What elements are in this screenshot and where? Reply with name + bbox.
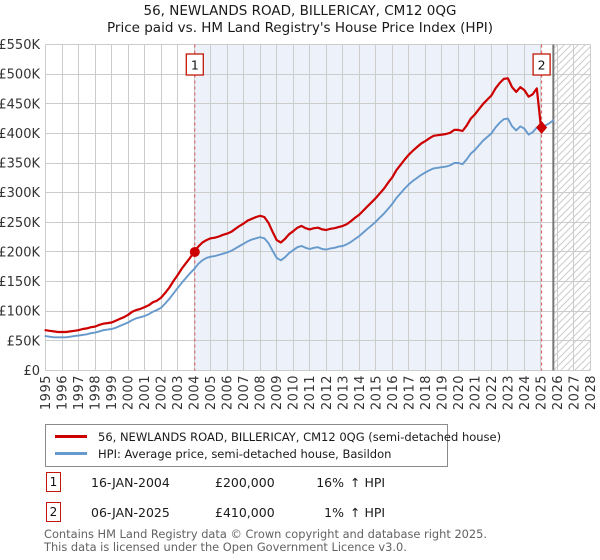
hpi-series-line xyxy=(44,117,555,339)
page-subtitle: Price paid vs. HM Land Registry's House … xyxy=(107,20,493,36)
x-tick-label: 2015 xyxy=(369,375,384,410)
x-tick-label: 2020 xyxy=(452,375,467,410)
x-tick-label: 1999 xyxy=(105,375,120,410)
x-tick-label: 2026 xyxy=(551,375,566,410)
x-tick-label: 2003 xyxy=(171,375,186,410)
x-tick-label: 2019 xyxy=(435,375,450,410)
x-tick-label: 2007 xyxy=(237,375,252,410)
property-series-line xyxy=(44,77,543,334)
sale-marker-2 xyxy=(536,120,548,134)
license-footer: Contains HM Land Registry data © Crown c… xyxy=(44,528,487,553)
y-tick-label: £400K xyxy=(0,127,40,142)
y-tick-label: £50K xyxy=(7,334,41,349)
page-title: 56, NEWLANDS ROAD, BILLERICAY, CM12 0QG xyxy=(143,3,457,19)
x-tick-label: 2000 xyxy=(122,375,137,410)
x-tick-label: 2001 xyxy=(138,375,153,410)
hpi-line-swatch xyxy=(55,452,87,455)
y-tick-label: £500K xyxy=(0,68,40,83)
sale-2-price: £410,000 xyxy=(215,504,275,520)
sale-1-badge: 1 xyxy=(46,472,61,492)
sale-2-date: 06-JAN-2025 xyxy=(91,504,170,520)
sale-2-badge: 2 xyxy=(46,502,61,522)
x-tick-label: 2028 xyxy=(584,375,599,410)
sale-1-hpi-suffix: ↑ HPI xyxy=(350,474,386,490)
sale-row-2: 2 06-JAN-2025 £410,000 1% ↑ HPI xyxy=(46,502,385,522)
event-label-box-1 xyxy=(185,53,204,76)
y-tick-label: £450K xyxy=(0,97,40,112)
sale-1-hpi-percent: 16% xyxy=(316,474,344,490)
sale-2-hpi-suffix: ↑ HPI xyxy=(350,504,386,520)
y-tick-label: £150K xyxy=(0,275,40,290)
x-tick-label: 2024 xyxy=(518,375,533,410)
x-tick-label: 2014 xyxy=(353,375,368,410)
property-line-swatch xyxy=(55,435,87,438)
event-label-box-2 xyxy=(532,53,551,76)
y-tick-label: £300K xyxy=(0,186,40,201)
y-tick-label: £250K xyxy=(0,216,40,231)
event-label-text-1: 1 xyxy=(191,58,199,73)
y-tick-label: £550K xyxy=(0,38,40,53)
x-tick-label: 2025 xyxy=(534,375,549,410)
x-tick-label: 2022 xyxy=(485,375,500,410)
x-tick-label: 2017 xyxy=(402,375,417,410)
x-tick-label: 1996 xyxy=(56,375,71,410)
future-hatch-region xyxy=(553,44,591,371)
price-history-plot: 1 2 £0 £50K £100K £150K £200K £250K £300K £350K £4… xyxy=(0,38,599,410)
x-tick-label: 2006 xyxy=(221,375,236,410)
x-tick-label: 2009 xyxy=(270,375,285,410)
y-tick-label: £200K xyxy=(0,245,40,260)
x-tick-label: 2011 xyxy=(303,375,318,410)
legend-item-property: 56, NEWLANDS ROAD, BILLERICAY, CM12 0QG … xyxy=(46,428,501,445)
y-tick-label: £100K xyxy=(0,305,40,320)
sale-2-vs-hpi: 1% ↑ HPI xyxy=(312,505,385,520)
y-tick-label: £350K xyxy=(0,157,40,172)
sale-1-vs-hpi: 16% ↑ HPI xyxy=(312,475,385,490)
x-tick-label: 2002 xyxy=(155,375,170,410)
legend-item-hpi: HPI: Average price, semi-detached house,… xyxy=(46,445,447,462)
y-tick-label: £0 xyxy=(23,364,40,379)
x-tick-label: 1998 xyxy=(89,375,104,410)
x-tick-label: 2018 xyxy=(419,375,434,410)
x-tick-label: 2010 xyxy=(287,375,302,410)
x-tick-label: 2016 xyxy=(386,375,401,410)
shaded-period xyxy=(194,44,542,371)
sale-2-hpi-percent: 1% xyxy=(324,504,344,520)
footer-line-2: This data is licensed under the Open Gov… xyxy=(44,539,407,554)
footer-line-1: Contains HM Land Registry data © Crown c… xyxy=(44,527,488,541)
x-tick-label: 1995 xyxy=(39,375,54,410)
chart-legend: 56, NEWLANDS ROAD, BILLERICAY, CM12 0QG … xyxy=(45,424,501,467)
sale-1-price: £200,000 xyxy=(215,474,275,490)
sale-1-date: 16-JAN-2004 xyxy=(91,474,170,490)
event-label-text-2: 2 xyxy=(538,58,546,73)
sale-row-1: 1 16-JAN-2004 £200,000 16% ↑ HPI xyxy=(46,472,385,492)
x-tick-label: 2013 xyxy=(336,375,351,410)
sale-marker-1 xyxy=(189,246,200,257)
legend-label-property: 56, NEWLANDS ROAD, BILLERICAY, CM12 0QG … xyxy=(98,429,502,444)
x-tick-label: 2023 xyxy=(501,375,516,410)
x-tick-label: 2004 xyxy=(188,375,203,410)
x-tick-label: 2021 xyxy=(468,375,483,410)
x-tick-label: 1997 xyxy=(72,375,87,410)
legend-label-hpi: HPI: Average price, semi-detached house,… xyxy=(98,446,392,461)
x-tick-label: 2027 xyxy=(567,375,582,410)
x-tick-label: 2005 xyxy=(204,375,219,410)
x-tick-label: 2008 xyxy=(254,375,269,410)
x-tick-label: 2012 xyxy=(320,375,335,410)
